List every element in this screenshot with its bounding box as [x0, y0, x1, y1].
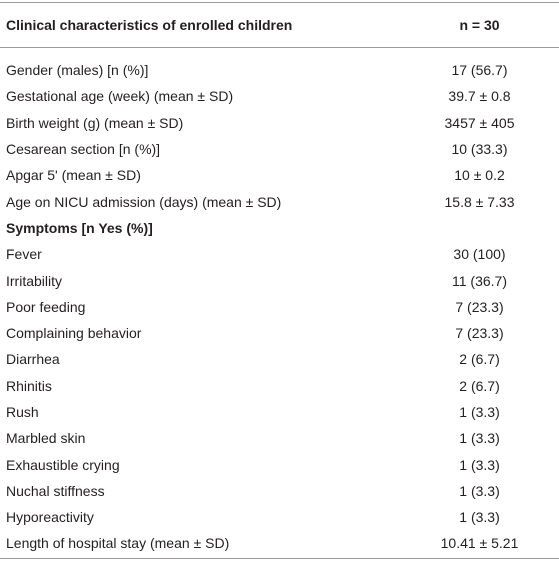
table-row: Rush 1 (3.3) — [0, 399, 559, 425]
row-value: 1 (3.3) — [459, 482, 500, 499]
table-row: Exhaustible crying 1 (3.3) — [0, 451, 559, 477]
table-row: Fever 30 (100) — [0, 241, 559, 267]
row-value: 10 (33.3) — [451, 141, 508, 158]
header-row: Clinical characteristics of enrolled chi… — [0, 3, 559, 48]
row-value: 30 (100) — [453, 246, 506, 263]
row-label: Rush — [6, 404, 39, 420]
row-value: 17 (56.7) — [451, 62, 508, 79]
row-value: 11 (36.7) — [452, 272, 507, 289]
table-row: Gender (males) [n (%)] 17 (56.7) — [0, 57, 559, 83]
row-label: Rhinitis — [6, 377, 52, 394]
row-value: 7 (23.3) — [455, 298, 504, 315]
row-label: Gender (males) [n (%)] — [6, 62, 149, 79]
table-row: Irritability 11 (36.7) — [0, 267, 559, 293]
row-label: Nuchal stiffness — [6, 482, 105, 499]
table-row: Birth weight (g) (mean ± SD) 3457 ± 405 — [0, 110, 559, 136]
row-label: Irritability — [6, 272, 63, 289]
row-label: Apgar 5' (mean ± SD) — [6, 167, 141, 184]
row-label: Hyporeactivity — [6, 509, 94, 526]
row-label: Complaining behavior — [6, 325, 142, 342]
row-label: Length of hospital stay (mean ± SD) — [6, 535, 230, 552]
row-value: 1 (3.3) — [459, 430, 500, 447]
header-label: Clinical characteristics of enrolled chi… — [6, 17, 293, 33]
row-value: 15.8 ± 7.33 — [444, 193, 515, 210]
section-label: Symptoms [n Yes (%)] — [6, 219, 153, 236]
row-value: 1 (3.3) — [459, 509, 500, 526]
table-row: Gestational age (week) (mean ± SD) 39.7 ±… — [0, 83, 559, 109]
row-value: 39.7 ± 0.8 — [448, 88, 511, 105]
row-label: Exhaustible crying — [6, 456, 120, 473]
table-row: Length of hospital stay (mean ± SD) 10.41… — [0, 530, 559, 556]
row-label: Marbled skin — [6, 430, 86, 447]
table-row: Nuchal stiffness 1 (3.3) — [0, 478, 559, 504]
section-row: Symptoms [n Yes (%)] — [0, 215, 559, 241]
row-label: Poor feeding — [6, 298, 86, 315]
row-value: 3457 ± 405 — [444, 114, 515, 131]
row-label: Gestational age (week) (mean ± SD) — [6, 88, 234, 105]
table-row: Poor feeding 7 (23.3) — [0, 294, 559, 320]
table-row: Apgar 5' (mean ± SD) 10 ± 0.2 — [0, 162, 559, 188]
row-value: 10 ± 0.2 — [454, 167, 505, 184]
row-value: 10.41 ± 5.21 — [440, 535, 519, 552]
row-label: Age on NICU admission (days) (mean ± SD) — [6, 193, 282, 210]
header-value: n = 30 — [459, 17, 500, 33]
row-value: 2 (6.7) — [459, 351, 500, 368]
table-row: Complaining behavior 7 (23.3) — [0, 320, 559, 346]
table-row: Hyporeactivity 1 (3.3) — [0, 504, 559, 530]
table-row: Age on NICU admission (days) (mean ± SD)… — [0, 188, 559, 214]
table-row: Cesarean section [n (%)] 10 (33.3) — [0, 136, 559, 162]
row-label: Diarrhea — [6, 351, 60, 368]
table-row: Marbled skin 1 (3.3) — [0, 425, 559, 451]
row-label: Birth weight (g) (mean ± SD) — [6, 114, 184, 131]
row-value: 7 (23.3) — [455, 325, 504, 342]
table-row: Diarrhea 2 (6.7) — [0, 346, 559, 372]
table-body: Gender (males) [n (%)] 17 (56.7) Gestation… — [0, 48, 559, 558]
row-value: 1 (3.3) — [459, 456, 500, 473]
row-value: 1 (3.3) — [459, 404, 500, 420]
row-value: 2 (6.7) — [459, 377, 500, 394]
row-label: Fever — [6, 246, 42, 263]
row-label: Cesarean section [n (%)] — [6, 141, 161, 158]
table-row: Rhinitis 2 (6.7) — [0, 373, 559, 399]
